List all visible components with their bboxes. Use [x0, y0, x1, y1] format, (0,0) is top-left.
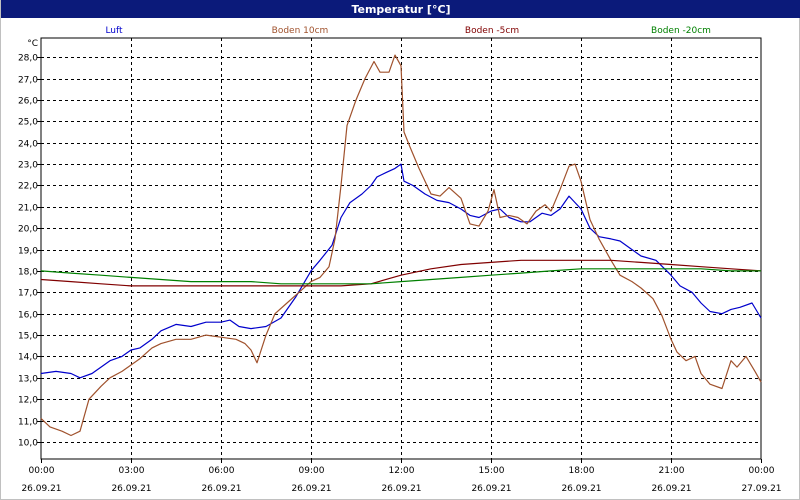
- x-tick-date-label: 26.09.21: [381, 484, 421, 494]
- y-tick-label: 20,0: [18, 225, 38, 235]
- y-tick-label: 27,0: [18, 76, 38, 86]
- y-tick-label: 28,0: [18, 54, 38, 64]
- x-tick-time-label: 03:00: [119, 466, 145, 476]
- y-tick-label: 25,0: [18, 118, 38, 128]
- y-tick-label: 23,0: [18, 161, 38, 171]
- legend-item: Luft: [105, 26, 123, 36]
- x-tick-date-label: 26.09.21: [21, 484, 61, 494]
- series-line: [40, 259, 762, 287]
- y-tick-label: 22,0: [18, 182, 38, 192]
- y-tick-label: 21,0: [18, 204, 38, 214]
- chart-canvas: 10,0 11,0 12,0 13,0 14,0 15,0 16,0 17,0 18,0 19,0…: [18, 26, 782, 494]
- y-tick-label: 24,0: [18, 140, 38, 150]
- x-tick-date-label: 26.09.21: [561, 484, 601, 494]
- series-line: [40, 163, 762, 379]
- x-tick-date-label: 26.09.21: [111, 484, 151, 494]
- x-tick-time-label: 12:00: [389, 466, 415, 476]
- x-tick-date-label: 26.09.21: [201, 484, 241, 494]
- legend-item: Boden 10cm: [272, 26, 329, 36]
- legend-item: Boden -5cm: [465, 26, 519, 36]
- y-tick-label: 14,0: [18, 353, 38, 363]
- y-tick-label: 15,0: [18, 332, 38, 342]
- y-axis-unit: °C: [27, 39, 38, 49]
- x-tick-time-label: 00:00: [29, 466, 55, 476]
- y-tick-label: 19,0: [18, 247, 38, 257]
- legend-item: Boden -20cm: [651, 26, 711, 36]
- chart-title: Temperatur [°C]: [1, 0, 800, 18]
- x-tick-date-label: 26.09.21: [651, 484, 691, 494]
- y-tick-label: 13,0: [18, 375, 38, 385]
- y-tick-label: 17,0: [18, 289, 38, 299]
- x-tick-date-label: 26.09.21: [291, 484, 331, 494]
- y-tick-label: 26,0: [18, 97, 38, 107]
- x-tick-date-label: 27.09.21: [741, 484, 781, 494]
- series-line: [40, 54, 762, 437]
- x-tick-date-label: 26.09.21: [471, 484, 511, 494]
- x-tick-time-label: 21:00: [659, 466, 685, 476]
- y-tick-label: 10,0: [18, 439, 38, 449]
- x-tick-time-label: 18:00: [569, 466, 595, 476]
- x-tick-time-label: 00:00: [749, 466, 775, 476]
- y-tick-label: 11,0: [18, 418, 38, 428]
- x-tick-time-label: 09:00: [299, 466, 325, 476]
- y-tick-label: 16,0: [18, 311, 38, 321]
- y-tick-label: 18,0: [18, 268, 38, 278]
- x-tick-time-label: 15:00: [479, 466, 505, 476]
- x-tick-time-label: 06:00: [209, 466, 235, 476]
- y-tick-label: 12,0: [18, 396, 38, 406]
- series-line: [40, 268, 761, 285]
